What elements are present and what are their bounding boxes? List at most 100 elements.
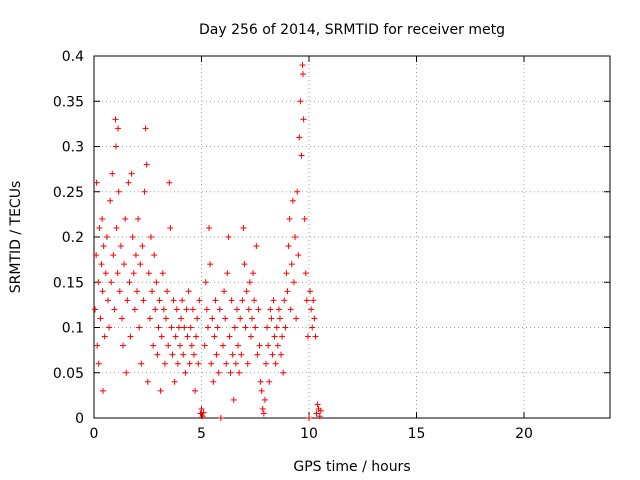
data-point — [302, 270, 309, 277]
data-point — [257, 378, 264, 385]
grid — [94, 56, 610, 418]
data-point — [130, 270, 137, 277]
data-point — [112, 116, 119, 123]
data-point — [264, 324, 271, 331]
data-point — [260, 410, 267, 417]
data-point — [120, 342, 127, 349]
data-point — [282, 324, 289, 331]
data-point — [106, 324, 113, 331]
data-point — [258, 387, 265, 394]
data-point — [314, 401, 321, 408]
data-point — [296, 134, 303, 141]
data-point — [99, 215, 106, 222]
data-point — [249, 315, 256, 322]
data-point — [150, 342, 157, 349]
data-point — [213, 351, 220, 358]
data-point — [227, 369, 234, 376]
data-point — [303, 297, 310, 304]
data-point — [159, 270, 166, 277]
data-point — [313, 410, 320, 417]
data-point — [209, 315, 216, 322]
data-point — [202, 279, 209, 286]
y-tick-label: 0.15 — [53, 275, 84, 291]
data-point — [144, 378, 151, 385]
data-point — [94, 342, 101, 349]
data-point — [293, 315, 300, 322]
data-point — [164, 288, 171, 295]
y-tick-label: 0.1 — [62, 321, 84, 337]
data-point — [147, 234, 154, 240]
data-point — [220, 342, 226, 349]
data-point — [212, 297, 219, 304]
data-point — [192, 387, 199, 394]
data-point — [115, 125, 122, 132]
data-point — [93, 179, 100, 186]
y-tick-label: 0.35 — [53, 94, 84, 110]
x-axis-label: GPS time / hours — [293, 459, 410, 475]
data-point — [256, 342, 263, 349]
data-point — [292, 234, 299, 240]
data-point — [188, 342, 195, 349]
data-point — [137, 261, 144, 268]
data-point — [194, 315, 201, 322]
data-point — [173, 306, 180, 313]
data-point — [165, 342, 172, 349]
data-point — [134, 288, 140, 295]
y-tick-label: 0.4 — [62, 49, 84, 65]
y-tick-label: 0 — [75, 411, 84, 427]
data-point — [183, 306, 190, 313]
data-point — [169, 351, 176, 358]
data-point — [178, 315, 185, 322]
data-point — [217, 415, 224, 421]
data-point — [203, 306, 210, 313]
data-point — [185, 288, 192, 295]
data-point — [225, 234, 232, 240]
data-point — [153, 279, 160, 286]
data-point — [181, 324, 188, 331]
data-point — [226, 333, 233, 340]
x-tick-label: 20 — [515, 426, 533, 442]
data-point — [244, 360, 251, 367]
data-point — [124, 297, 131, 304]
data-point — [299, 62, 306, 69]
data-point — [190, 351, 197, 358]
data-point — [261, 396, 268, 403]
data-point — [240, 224, 247, 231]
data-point — [200, 409, 207, 416]
y-axis-label: SRMTID / TECUs — [8, 181, 24, 294]
data-point — [272, 360, 279, 367]
data-point — [116, 288, 123, 295]
data-point — [221, 288, 228, 295]
data-point — [224, 270, 231, 277]
y-tick-labels: 0 0.05 0.1 0.15 0.2 0.25 0.3 0.35 0.4 — [53, 49, 84, 427]
data-point — [206, 224, 213, 231]
data-point — [232, 360, 239, 367]
data-point — [237, 315, 244, 322]
data-point — [269, 351, 276, 358]
data-point — [289, 197, 296, 204]
data-point — [295, 252, 302, 259]
data-point — [167, 224, 174, 231]
data-point — [246, 279, 253, 286]
data-point — [122, 215, 129, 222]
x-tick-label: 5 — [197, 426, 206, 442]
data-point — [189, 306, 196, 313]
data-point — [208, 360, 215, 367]
data-point — [196, 297, 203, 304]
data-point — [93, 252, 100, 259]
data-point — [156, 297, 163, 304]
data-point — [281, 297, 288, 304]
data-point — [160, 306, 167, 313]
data-point — [307, 288, 314, 295]
data-point — [275, 306, 282, 313]
data-point — [100, 243, 107, 250]
y-tick-label: 0.3 — [62, 140, 84, 156]
data-point — [299, 71, 306, 78]
data-point — [229, 351, 236, 358]
data-point — [101, 333, 108, 340]
x-tick-label: 0 — [90, 426, 99, 442]
data-point — [223, 360, 230, 367]
data-point — [233, 306, 240, 313]
data-point — [95, 279, 102, 286]
data-point — [131, 306, 138, 313]
